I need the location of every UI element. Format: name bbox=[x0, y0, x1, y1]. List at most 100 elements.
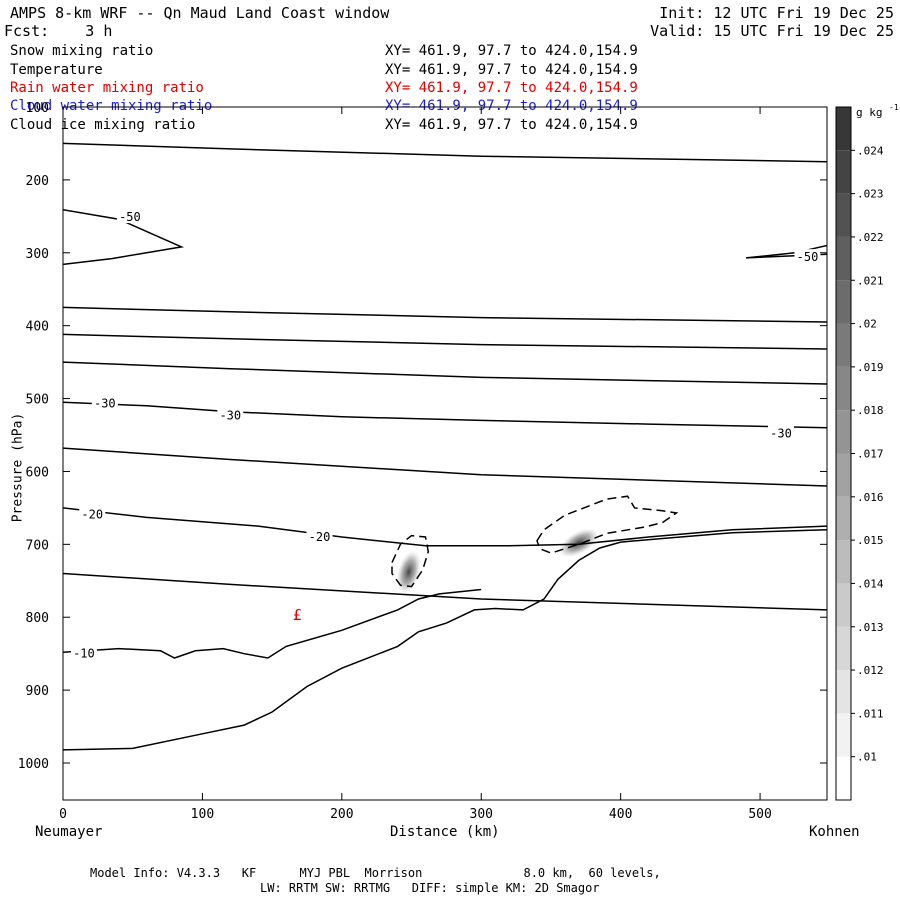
y-tick-label: 600 bbox=[26, 465, 49, 480]
field-temp-name: Temperature bbox=[10, 62, 103, 78]
shaded-feature bbox=[559, 528, 599, 558]
temperature-contour bbox=[63, 306, 827, 323]
colorbar-tick-label: .021 bbox=[857, 274, 884, 287]
colorbar-band bbox=[836, 410, 851, 454]
x-tick-label: 0 bbox=[59, 807, 67, 822]
colorbar-band bbox=[836, 366, 851, 411]
colorbar-band bbox=[836, 193, 851, 237]
y-axis-label: Pressure (hPa) bbox=[10, 412, 26, 523]
contour-label: -50 bbox=[119, 210, 141, 224]
field-cloudwater-xy: XY= 461.9, 97.7 to 424.0,154.9 bbox=[385, 98, 638, 114]
x-tick-label: 500 bbox=[748, 807, 771, 822]
y-tick-label: 1000 bbox=[18, 757, 49, 772]
contour-label-bg bbox=[70, 645, 97, 660]
x-tick-label: 200 bbox=[330, 807, 353, 822]
shaded-feature bbox=[396, 550, 421, 594]
colorbar-tick-label: .014 bbox=[857, 577, 884, 590]
model-info-line1: Model Info: V4.3.3 KF MYJ PBL Morrison 8… bbox=[90, 866, 661, 880]
colorbar-tick-label: .015 bbox=[857, 534, 884, 547]
plot-frame bbox=[62, 106, 828, 801]
dashed-contour bbox=[391, 534, 430, 588]
temperature-contour bbox=[63, 572, 827, 611]
temperature-contour bbox=[63, 447, 827, 487]
init-time: Init: 12 UTC Fri 19 Dec 25 bbox=[659, 4, 894, 22]
y-tick-label: 200 bbox=[26, 174, 49, 189]
contour-label: -50 bbox=[797, 250, 819, 264]
colorbar-band bbox=[836, 280, 851, 324]
forecast-hour: Fcst: 3 h bbox=[4, 22, 113, 40]
temperature-contour bbox=[63, 361, 827, 385]
colorbar-band bbox=[836, 583, 851, 627]
colorbar-tick-label: .016 bbox=[857, 491, 884, 504]
temperature-contour bbox=[63, 507, 827, 547]
colorbar-band bbox=[836, 453, 851, 497]
y-tick-label: 500 bbox=[26, 393, 49, 408]
contour-label: -30 bbox=[94, 397, 116, 411]
x-end-label-left: Neumayer bbox=[35, 824, 103, 840]
colorbar-band bbox=[836, 713, 851, 757]
x-tick-label: 300 bbox=[470, 807, 493, 822]
x-axis-label: Distance (km) bbox=[390, 824, 500, 840]
colorbar-tick-label: .013 bbox=[857, 621, 884, 634]
colorbar-band bbox=[836, 756, 851, 800]
field-snow-xy: XY= 461.9, 97.7 to 424.0,154.9 bbox=[385, 43, 638, 59]
colorbar-tick-label: .012 bbox=[857, 664, 884, 677]
field-temp-xy: XY= 461.9, 97.7 to 424.0,154.9 bbox=[385, 62, 638, 78]
temperature-contour bbox=[63, 588, 482, 659]
colorbar-tick-label: .023 bbox=[857, 188, 884, 201]
field-cloudice-xy: XY= 461.9, 97.7 to 424.0,154.9 bbox=[385, 117, 638, 133]
y-tick-label: 400 bbox=[26, 320, 49, 335]
colorbar-band bbox=[836, 540, 851, 584]
colorbar-tick-label: .02 bbox=[857, 318, 877, 331]
colorbar-band bbox=[836, 496, 851, 541]
x-tick-label: 100 bbox=[191, 807, 214, 822]
colorbar-tick-label: .019 bbox=[857, 361, 884, 374]
contour-label: -30 bbox=[219, 408, 241, 422]
field-cloudice-name: Cloud ice mixing ratio bbox=[10, 117, 196, 133]
field-cloudwater-name: Cloud water mixing ratio bbox=[10, 98, 213, 114]
y-tick-label: 900 bbox=[26, 684, 49, 699]
colorbar-band bbox=[836, 626, 851, 671]
colorbar-band bbox=[836, 670, 851, 714]
colorbar-unit: g kg bbox=[856, 106, 883, 119]
colorbar-tick-label: .01 bbox=[857, 751, 877, 764]
contour-label: -10 bbox=[73, 647, 95, 661]
colorbar-unit-exponent: -1 bbox=[889, 103, 899, 112]
x-end-label-right: Kohnen bbox=[809, 824, 860, 840]
colorbar-tick-label: .024 bbox=[857, 144, 884, 157]
field-rain-xy: XY= 461.9, 97.7 to 424.0,154.9 bbox=[385, 80, 638, 96]
colorbar-tick-label: .017 bbox=[857, 448, 884, 461]
chart-title: AMPS 8-km WRF -- Qn Maud Land Coast wind… bbox=[10, 4, 390, 22]
colorbar-tick-label: .011 bbox=[857, 707, 884, 720]
y-tick-label: 700 bbox=[26, 538, 49, 553]
colorbar-tick-label: .018 bbox=[857, 404, 884, 417]
contour-label-bg bbox=[794, 249, 821, 264]
contour-label: -20 bbox=[81, 507, 103, 521]
colorbar-band bbox=[836, 323, 851, 367]
contour-label-bg bbox=[91, 395, 118, 410]
contour-label-bg bbox=[116, 209, 143, 224]
contour-label-bg bbox=[767, 425, 794, 440]
valid-time: Valid: 15 UTC Fri 19 Dec 25 bbox=[650, 22, 894, 40]
temperature-contour bbox=[63, 401, 827, 429]
field-snow-name: Snow mixing ratio bbox=[10, 43, 154, 59]
terrain-line bbox=[63, 529, 827, 751]
contour-label-bg bbox=[217, 407, 244, 422]
y-tick-label: 800 bbox=[26, 611, 49, 626]
temperature-contour bbox=[63, 333, 827, 350]
temperature-contour bbox=[63, 209, 185, 266]
colorbar-band bbox=[836, 107, 851, 151]
x-tick-label: 400 bbox=[609, 807, 632, 822]
temperature-contour bbox=[63, 142, 827, 163]
rain-marker: £ bbox=[293, 606, 302, 624]
temperature-contour bbox=[746, 244, 827, 259]
contour-label-bg bbox=[306, 529, 333, 544]
colorbar-tick-label: .022 bbox=[857, 231, 884, 244]
colorbar-band bbox=[836, 150, 851, 194]
y-tick-label: 300 bbox=[26, 247, 49, 262]
contour-label: -20 bbox=[309, 530, 331, 544]
field-rain-name: Rain water mixing ratio bbox=[10, 80, 204, 96]
colorbar-band bbox=[836, 236, 851, 281]
contour-label: -30 bbox=[770, 427, 792, 441]
